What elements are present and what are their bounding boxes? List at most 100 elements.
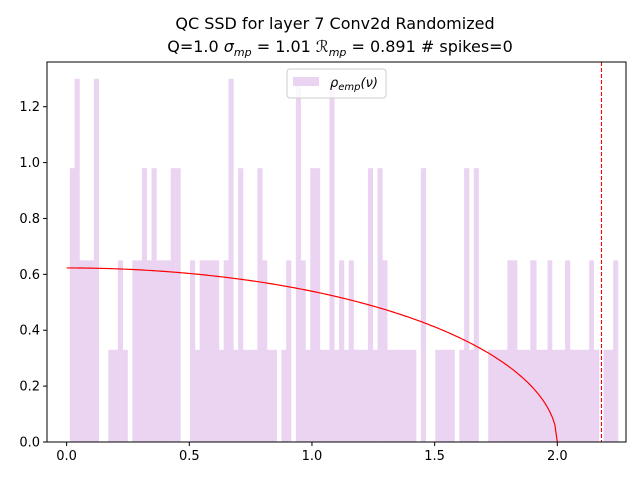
x-tick-label: 0.0: [56, 449, 77, 464]
histogram-bar: [560, 349, 566, 442]
histogram-bar: [113, 349, 119, 442]
x-tick-label: 0.5: [179, 449, 200, 464]
histogram-bar: [257, 168, 263, 443]
histogram-bar: [396, 349, 402, 442]
histogram-bar: [512, 260, 518, 442]
histogram-bar: [209, 260, 215, 442]
y-tick-label: 1.2: [19, 100, 40, 115]
histogram-bar: [377, 168, 383, 443]
histogram-bar: [593, 349, 600, 442]
histogram-bar: [84, 260, 90, 442]
mp-curve-group: [66, 62, 603, 443]
plot-frame: [46, 61, 627, 443]
mp-density-curve: [66, 267, 558, 443]
histogram-bar: [401, 349, 407, 442]
legend-box: [286, 68, 387, 99]
histogram-bar: [117, 260, 124, 442]
histogram-bar: [353, 349, 359, 442]
histogram-bar: [146, 260, 152, 442]
histogram-bar: [93, 78, 99, 442]
histogram-bar: [363, 349, 369, 442]
histogram-bar: [108, 349, 114, 442]
x-tick-label: 1.5: [424, 449, 445, 464]
histogram-bar: [233, 349, 239, 442]
histogram-bars: [69, 78, 619, 443]
histogram-bar: [411, 349, 417, 442]
histogram-bar: [74, 78, 80, 442]
legend: ρemp(ν): [286, 68, 387, 99]
histogram-bar: [517, 349, 523, 442]
histogram-bar: [569, 349, 576, 442]
histogram-bar: [295, 78, 301, 442]
histogram-bar: [348, 260, 354, 442]
histogram-bar: [315, 168, 321, 443]
y-tick-label: 0.6: [19, 268, 40, 283]
histogram-bar: [444, 349, 450, 442]
histogram-bar: [550, 349, 556, 442]
histogram-bar: [547, 260, 553, 442]
histogram-bar: [608, 349, 614, 442]
histogram-bar: [238, 168, 244, 443]
legend-swatch: [293, 77, 319, 86]
histogram-bar: [286, 260, 292, 442]
histogram-bar: [536, 349, 542, 442]
histogram-bar: [387, 349, 393, 442]
y-tick-label: 0.8: [19, 212, 40, 227]
histogram-bar: [194, 349, 200, 442]
histogram-bar: [190, 260, 196, 442]
histogram-bar: [199, 260, 205, 442]
histogram-bar: [151, 168, 157, 443]
histogram-bar: [555, 349, 561, 442]
histogram-bar: [420, 168, 426, 443]
histogram-bar: [305, 349, 311, 442]
histogram-bar: [464, 168, 470, 443]
histogram-bar: [565, 260, 571, 442]
histogram-bar: [310, 168, 316, 443]
histogram-bar: [334, 349, 340, 442]
histogram-bar: [266, 349, 273, 442]
histogram-bar: [281, 349, 287, 442]
histogram-bar: [175, 168, 181, 443]
histogram-bar: [137, 260, 143, 442]
histogram-bar: [589, 260, 595, 442]
histogram-bar: [247, 349, 253, 442]
y-tick-label: 0.2: [19, 380, 40, 395]
histogram-bar: [242, 349, 249, 442]
histogram-bar: [319, 349, 325, 442]
histogram-bar: [508, 349, 514, 442]
histogram-bar: [391, 349, 398, 442]
histogram-bar: [156, 260, 162, 442]
histogram-bar: [502, 349, 508, 442]
histogram-bar: [358, 349, 364, 442]
histogram-bar: [492, 349, 499, 442]
histogram-bar: [252, 349, 258, 442]
histogram-bar: [141, 168, 148, 443]
histogram-bar: [372, 349, 378, 442]
histogram-bar: [459, 349, 465, 442]
histogram-bar: [613, 260, 619, 442]
histogram-bar: [584, 349, 590, 442]
histogram-bar: [603, 349, 609, 442]
histogram-bar: [223, 260, 229, 442]
histogram-bar: [526, 349, 532, 442]
histogram-bar: [165, 260, 172, 442]
y-tick-label: 0.0: [19, 436, 40, 451]
histogram-bar: [440, 349, 446, 442]
histogram-bar: [89, 260, 95, 442]
histogram-bar: [79, 260, 85, 442]
histogram-bar: [382, 260, 388, 442]
histogram-bar: [271, 349, 277, 442]
chart-title: QC SSD for layer 7 Conv2d Randomized: [175, 14, 494, 33]
histogram-bar: [574, 349, 580, 442]
chart-subtitle: Q=1.0 σmp = 1.01 ℛmp = 0.891 # spikes=0: [167, 37, 513, 59]
legend-label: ρemp(ν): [330, 76, 378, 93]
histogram-bar: [488, 349, 494, 442]
histogram-bar: [228, 78, 234, 442]
histogram-bar: [541, 349, 547, 442]
histogram-bar: [449, 349, 455, 442]
x-tick-label: 2.0: [547, 449, 568, 464]
histogram-bar: [161, 260, 167, 442]
axes: 0.0 0.5 1.0 1.5 2.0 0.0 0.2 0.4 0.6 0.8 1.0 1.2: [19, 61, 627, 464]
y-tick-label: 0.4: [19, 324, 40, 339]
histogram-bar: [69, 168, 75, 443]
